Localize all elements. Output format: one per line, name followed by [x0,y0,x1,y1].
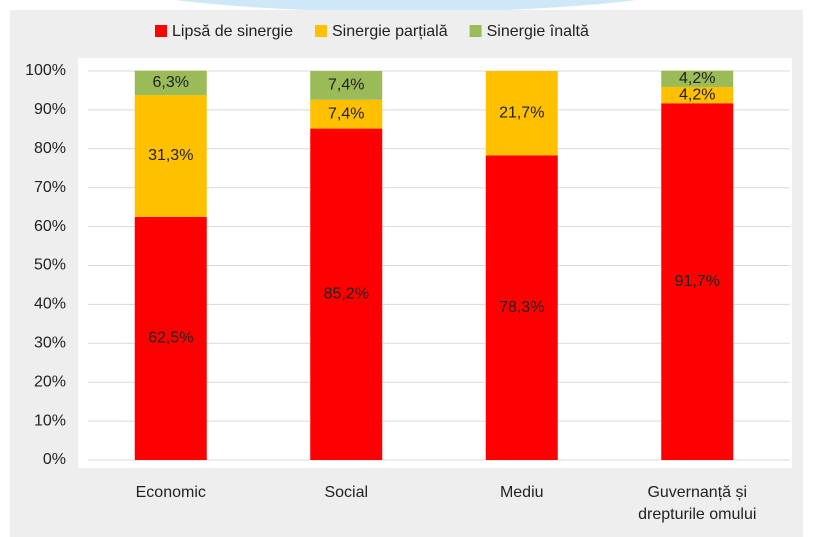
x-tick-label: Guvernanță și drepturile omului [638,484,757,523]
bar-segment [134,216,207,460]
bar-segment [661,70,734,87]
y-tick-label: 20% [34,373,66,390]
y-tick-label: 10% [34,412,66,429]
y-tick-label: 40% [34,296,66,313]
y-tick-label: 60% [34,218,66,235]
bar-segment [310,128,383,460]
decor-arc [175,0,637,12]
y-tick-label: 50% [34,257,66,274]
x-tick-label: Economic [135,484,206,501]
data-label: 7,4% [328,77,364,94]
data-label: 91,7% [675,273,720,290]
y-tick-label: 30% [34,335,66,352]
bar-segment [310,99,383,129]
data-label: 31,3% [148,147,193,164]
legend-swatch [155,25,167,37]
bar-segment [134,95,207,217]
legend-label: Lipsă de sinergie [172,23,293,40]
data-label: 4,2% [679,70,715,87]
x-tick-label: Social [324,484,369,501]
data-label: 7,4% [328,105,364,122]
y-tick-label: 80% [34,140,66,157]
bar-segment [485,155,558,460]
bar-segment [134,70,207,96]
y-tick-label: 70% [34,179,66,196]
y-tick-label: 0% [43,451,66,468]
bar-segment [485,71,558,156]
legend-swatch [314,25,327,37]
legend-swatch [469,25,482,37]
legend-label: Sinergie înaltă [487,23,589,40]
bar-segment [661,86,734,104]
bar-segment [310,71,383,100]
data-label: 6,3% [153,74,189,91]
y-tick-label: 90% [34,101,66,118]
data-label: 85,2% [324,286,369,303]
y-tick-label: 100% [25,62,66,79]
data-label: 4,2% [679,86,715,103]
x-tick-label: Mediu [499,484,544,501]
data-label: 62,5% [148,330,193,347]
data-label: 78,3% [499,299,544,316]
bar-segment [661,103,734,461]
data-label: 21,7% [499,104,544,121]
legend-label: Sinergie parțială [332,23,448,40]
